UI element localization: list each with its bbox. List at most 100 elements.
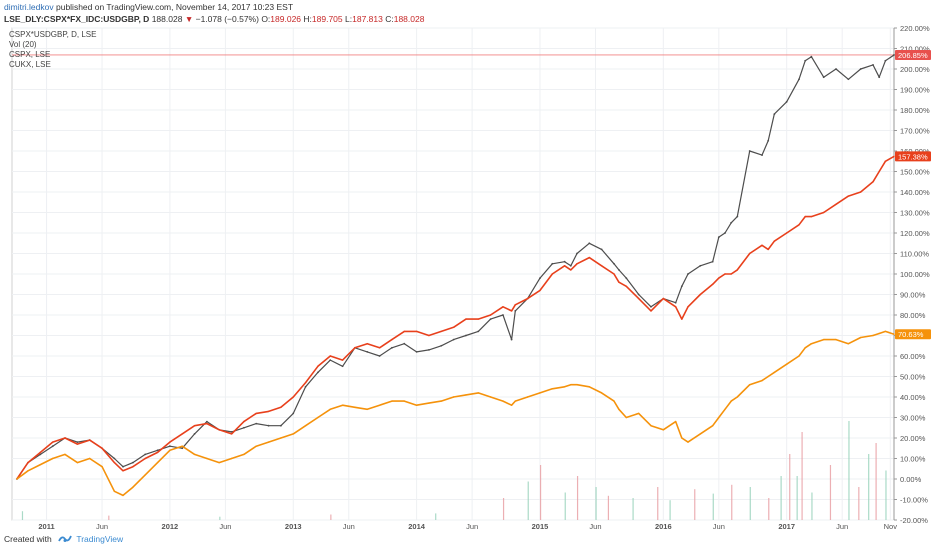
data-point bbox=[354, 406, 356, 408]
data-point bbox=[613, 262, 615, 265]
y-tick-label: 0.00% bbox=[900, 475, 922, 484]
data-point bbox=[378, 347, 381, 349]
x-tick-label: Jun bbox=[713, 522, 725, 531]
data-point bbox=[113, 457, 116, 460]
legend-main-series[interactable]: CSPX*USDGBP, D, LSE bbox=[9, 30, 97, 39]
y-tick-label: 60.00% bbox=[900, 352, 926, 361]
data-point bbox=[122, 465, 124, 468]
data-point bbox=[27, 461, 29, 464]
data-point bbox=[847, 195, 850, 197]
data-point bbox=[736, 396, 739, 398]
symbol-name[interactable]: LSE_DLY:CSPX*FX_IDC:USDGBP, D bbox=[4, 14, 150, 24]
y-tick-label: 100.00% bbox=[900, 270, 930, 279]
tradingview-brand[interactable]: TradingView bbox=[76, 534, 124, 544]
volume-bar bbox=[527, 481, 529, 520]
volume-bar bbox=[632, 498, 634, 520]
data-point bbox=[255, 422, 258, 425]
volume-bar bbox=[657, 487, 659, 520]
cukx-lse-line bbox=[16, 330, 895, 497]
data-point bbox=[502, 400, 504, 402]
y-tick-label: 150.00% bbox=[900, 168, 930, 177]
x-tick-label: Jun bbox=[343, 522, 355, 531]
data-point bbox=[317, 371, 319, 374]
data-point bbox=[618, 408, 620, 410]
data-point bbox=[144, 474, 146, 476]
x-tick-label: Jun bbox=[836, 522, 848, 531]
data-point bbox=[477, 318, 479, 320]
data-point bbox=[489, 314, 492, 316]
data-point bbox=[600, 392, 603, 394]
data-point bbox=[711, 283, 714, 285]
y-tick-label: 40.00% bbox=[900, 393, 926, 402]
change-down-icon: ▼ bbox=[184, 14, 194, 24]
data-point bbox=[206, 422, 208, 425]
data-point bbox=[440, 330, 442, 333]
data-point bbox=[884, 59, 887, 62]
data-point bbox=[280, 406, 282, 408]
data-point bbox=[767, 139, 770, 142]
x-tick-label: 2013 bbox=[285, 522, 302, 531]
data-point bbox=[255, 445, 257, 447]
data-point bbox=[674, 306, 677, 308]
x-tick-label: Jun bbox=[219, 522, 231, 531]
data-point bbox=[391, 400, 393, 402]
data-point bbox=[510, 310, 513, 312]
legend-volume[interactable]: Vol (20) bbox=[9, 40, 37, 49]
data-point bbox=[761, 154, 763, 157]
data-point bbox=[798, 355, 800, 357]
data-point bbox=[761, 379, 763, 382]
volume-bar bbox=[731, 484, 733, 520]
data-point bbox=[893, 155, 895, 158]
symbol-info: LSE_DLY:CSPX*FX_IDC:USDGBP, D 188.028 ▼ … bbox=[4, 14, 424, 25]
y-tick-label: 130.00% bbox=[900, 209, 930, 218]
data-point bbox=[835, 68, 837, 70]
data-point bbox=[465, 394, 467, 396]
data-point bbox=[144, 457, 146, 460]
open-label: O: bbox=[261, 14, 271, 24]
price-chart[interactable]: 220.00% 210.00% 200.00% 190.00% 180.00% 170.0… bbox=[0, 26, 932, 532]
x-tick-label: 2011 bbox=[38, 522, 54, 531]
volume-bar bbox=[330, 514, 332, 520]
data-point bbox=[662, 429, 665, 431]
data-point bbox=[27, 470, 29, 472]
data-point bbox=[767, 248, 769, 251]
x-tick-label: 2015 bbox=[532, 522, 549, 531]
data-point bbox=[650, 305, 652, 308]
author-link[interactable]: dimitri.ledkov bbox=[4, 2, 54, 12]
data-point bbox=[551, 388, 554, 390]
data-point bbox=[711, 425, 714, 427]
volume-bar bbox=[780, 476, 782, 520]
data-point bbox=[872, 334, 874, 337]
volume-bar bbox=[694, 489, 696, 520]
data-point bbox=[613, 273, 615, 275]
data-point bbox=[884, 330, 887, 333]
publish-info: dimitri.ledkov published on TradingView.… bbox=[4, 2, 293, 13]
data-point bbox=[502, 314, 504, 316]
data-point bbox=[717, 236, 720, 239]
y-tick-label: 120.00% bbox=[900, 229, 930, 238]
data-point bbox=[477, 330, 480, 333]
data-point bbox=[280, 437, 282, 439]
legend-cukx[interactable]: CUKX, LSE bbox=[9, 60, 51, 69]
data-point bbox=[570, 384, 572, 386]
data-point bbox=[810, 343, 813, 345]
data-point bbox=[329, 408, 331, 410]
data-point bbox=[785, 100, 788, 103]
data-point bbox=[317, 416, 319, 419]
data-point bbox=[724, 273, 726, 275]
data-point bbox=[637, 293, 640, 296]
volume-bar bbox=[875, 443, 877, 520]
data-point bbox=[132, 486, 134, 488]
data-point bbox=[181, 445, 183, 447]
data-point bbox=[637, 412, 640, 415]
legend-cspx[interactable]: CSPX, LSE bbox=[9, 50, 51, 59]
volume-bar bbox=[502, 498, 505, 520]
data-point bbox=[267, 424, 270, 427]
y-tick-label: 90.00% bbox=[900, 291, 926, 300]
data-point bbox=[292, 412, 295, 415]
volume-bar bbox=[712, 493, 714, 520]
data-point bbox=[415, 330, 418, 333]
data-point bbox=[551, 262, 554, 265]
data-point bbox=[267, 410, 270, 413]
data-point bbox=[230, 457, 233, 460]
